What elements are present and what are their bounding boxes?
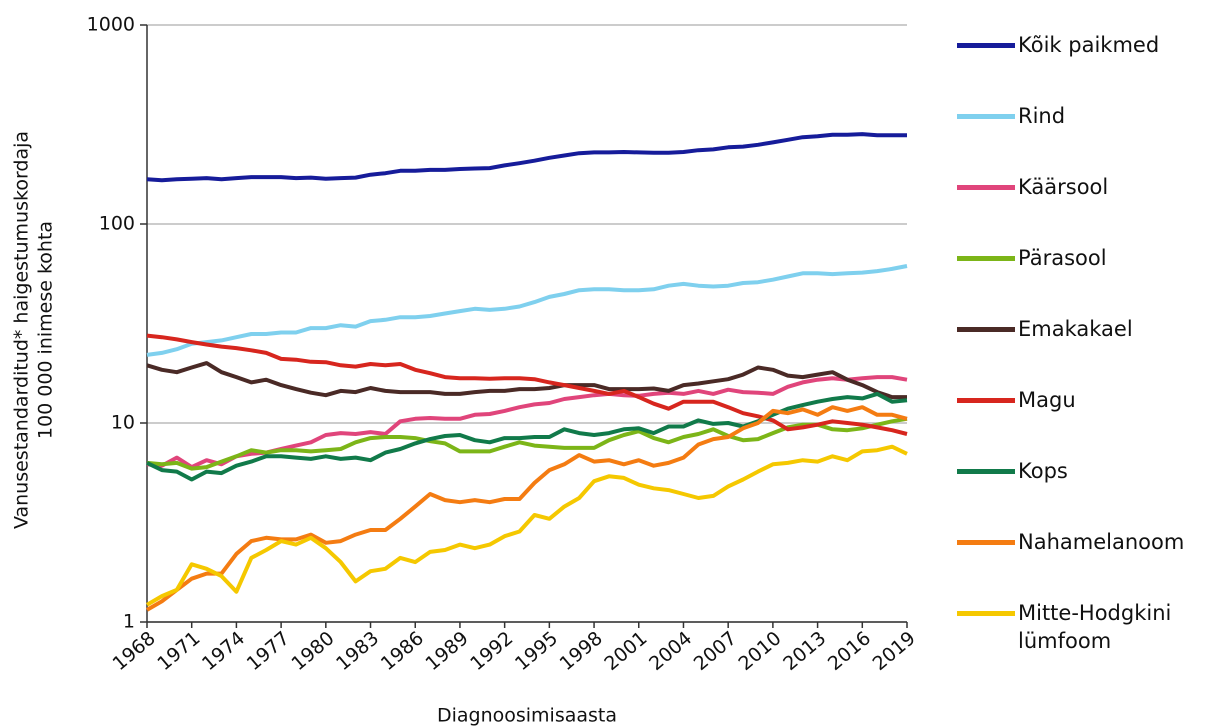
legend-label: Mitte-Hodgkini lümfoom [1018,601,1172,653]
series-line [146,333,908,436]
series-line [146,264,908,357]
legend-label: Käärsool [1018,175,1109,199]
x-tick-label: 2016 [824,627,875,675]
y-tick-label: 1000 [87,14,135,36]
legend-label: Emakakael [1018,317,1133,341]
legend-swatch [957,611,1015,616]
legend-item: Emakakael [957,315,1133,343]
legend-item: Pärasool [957,244,1107,272]
legend-swatch [957,398,1015,403]
y-tick-label: 100 [99,213,135,235]
legend-item: Käärsool [957,173,1108,201]
legend-label: Nahamelanoom [1018,530,1185,554]
y-axis-title: 100 000 inimese kohta [35,221,57,439]
legend-swatch [957,540,1015,545]
y-tick-label: 1 [123,611,135,633]
series-line [146,416,908,471]
x-tick-label: 1995 [511,627,562,675]
legend-item: Kõik paikmed [957,31,1159,59]
x-tick-label: 1971 [153,627,204,675]
legend-label: Magu [1018,388,1076,412]
legend-label: Kops [1018,459,1068,483]
x-tick-label: 2013 [779,627,830,675]
y-tick-label: 10 [111,412,135,434]
legend-label: Kõik paikmed [1018,33,1160,57]
y-axis-title: Vanusestandarditud* haigestumuskordaja [11,131,33,529]
x-tick-label: 2007 [690,627,741,675]
x-tick-label: 1980 [287,627,338,675]
legend-item: Rind [957,102,1065,130]
x-tick-label: 2010 [734,627,785,675]
x-tick-label: 2001 [600,627,651,675]
series-line [146,361,907,400]
x-tick-label: 1998 [556,627,607,675]
legend-swatch [957,114,1015,119]
series-line [145,444,908,607]
x-tick-label: 1992 [466,627,517,675]
legend-swatch [957,185,1015,190]
x-tick-label: 1968 [109,627,160,675]
series-line [146,132,907,183]
legend-item: Mitte-Hodgkini lümfoom [957,599,1213,655]
legend-item: Nahamelanoom [957,528,1184,556]
x-tick-label: 2019 [869,627,920,675]
x-axis-title: Diagnoosimisaasta [437,705,617,727]
legend-swatch [957,256,1015,261]
legend-swatch [957,43,1015,48]
legend-item: Magu [957,386,1076,414]
x-tick-label: 1974 [198,627,249,675]
legend-swatch [957,469,1015,474]
x-tick-label: 1977 [243,627,294,675]
x-tick-label: 2004 [645,627,696,675]
x-tick-label: 1986 [377,627,428,675]
legend-label: Rind [1018,104,1066,128]
x-tick-label: 1989 [422,627,473,675]
legend-label: Pärasool [1018,246,1107,270]
legend-swatch [957,327,1015,332]
x-tick-label: 1983 [332,627,383,675]
legend-item: Kops [957,457,1068,485]
series-line [146,405,908,612]
